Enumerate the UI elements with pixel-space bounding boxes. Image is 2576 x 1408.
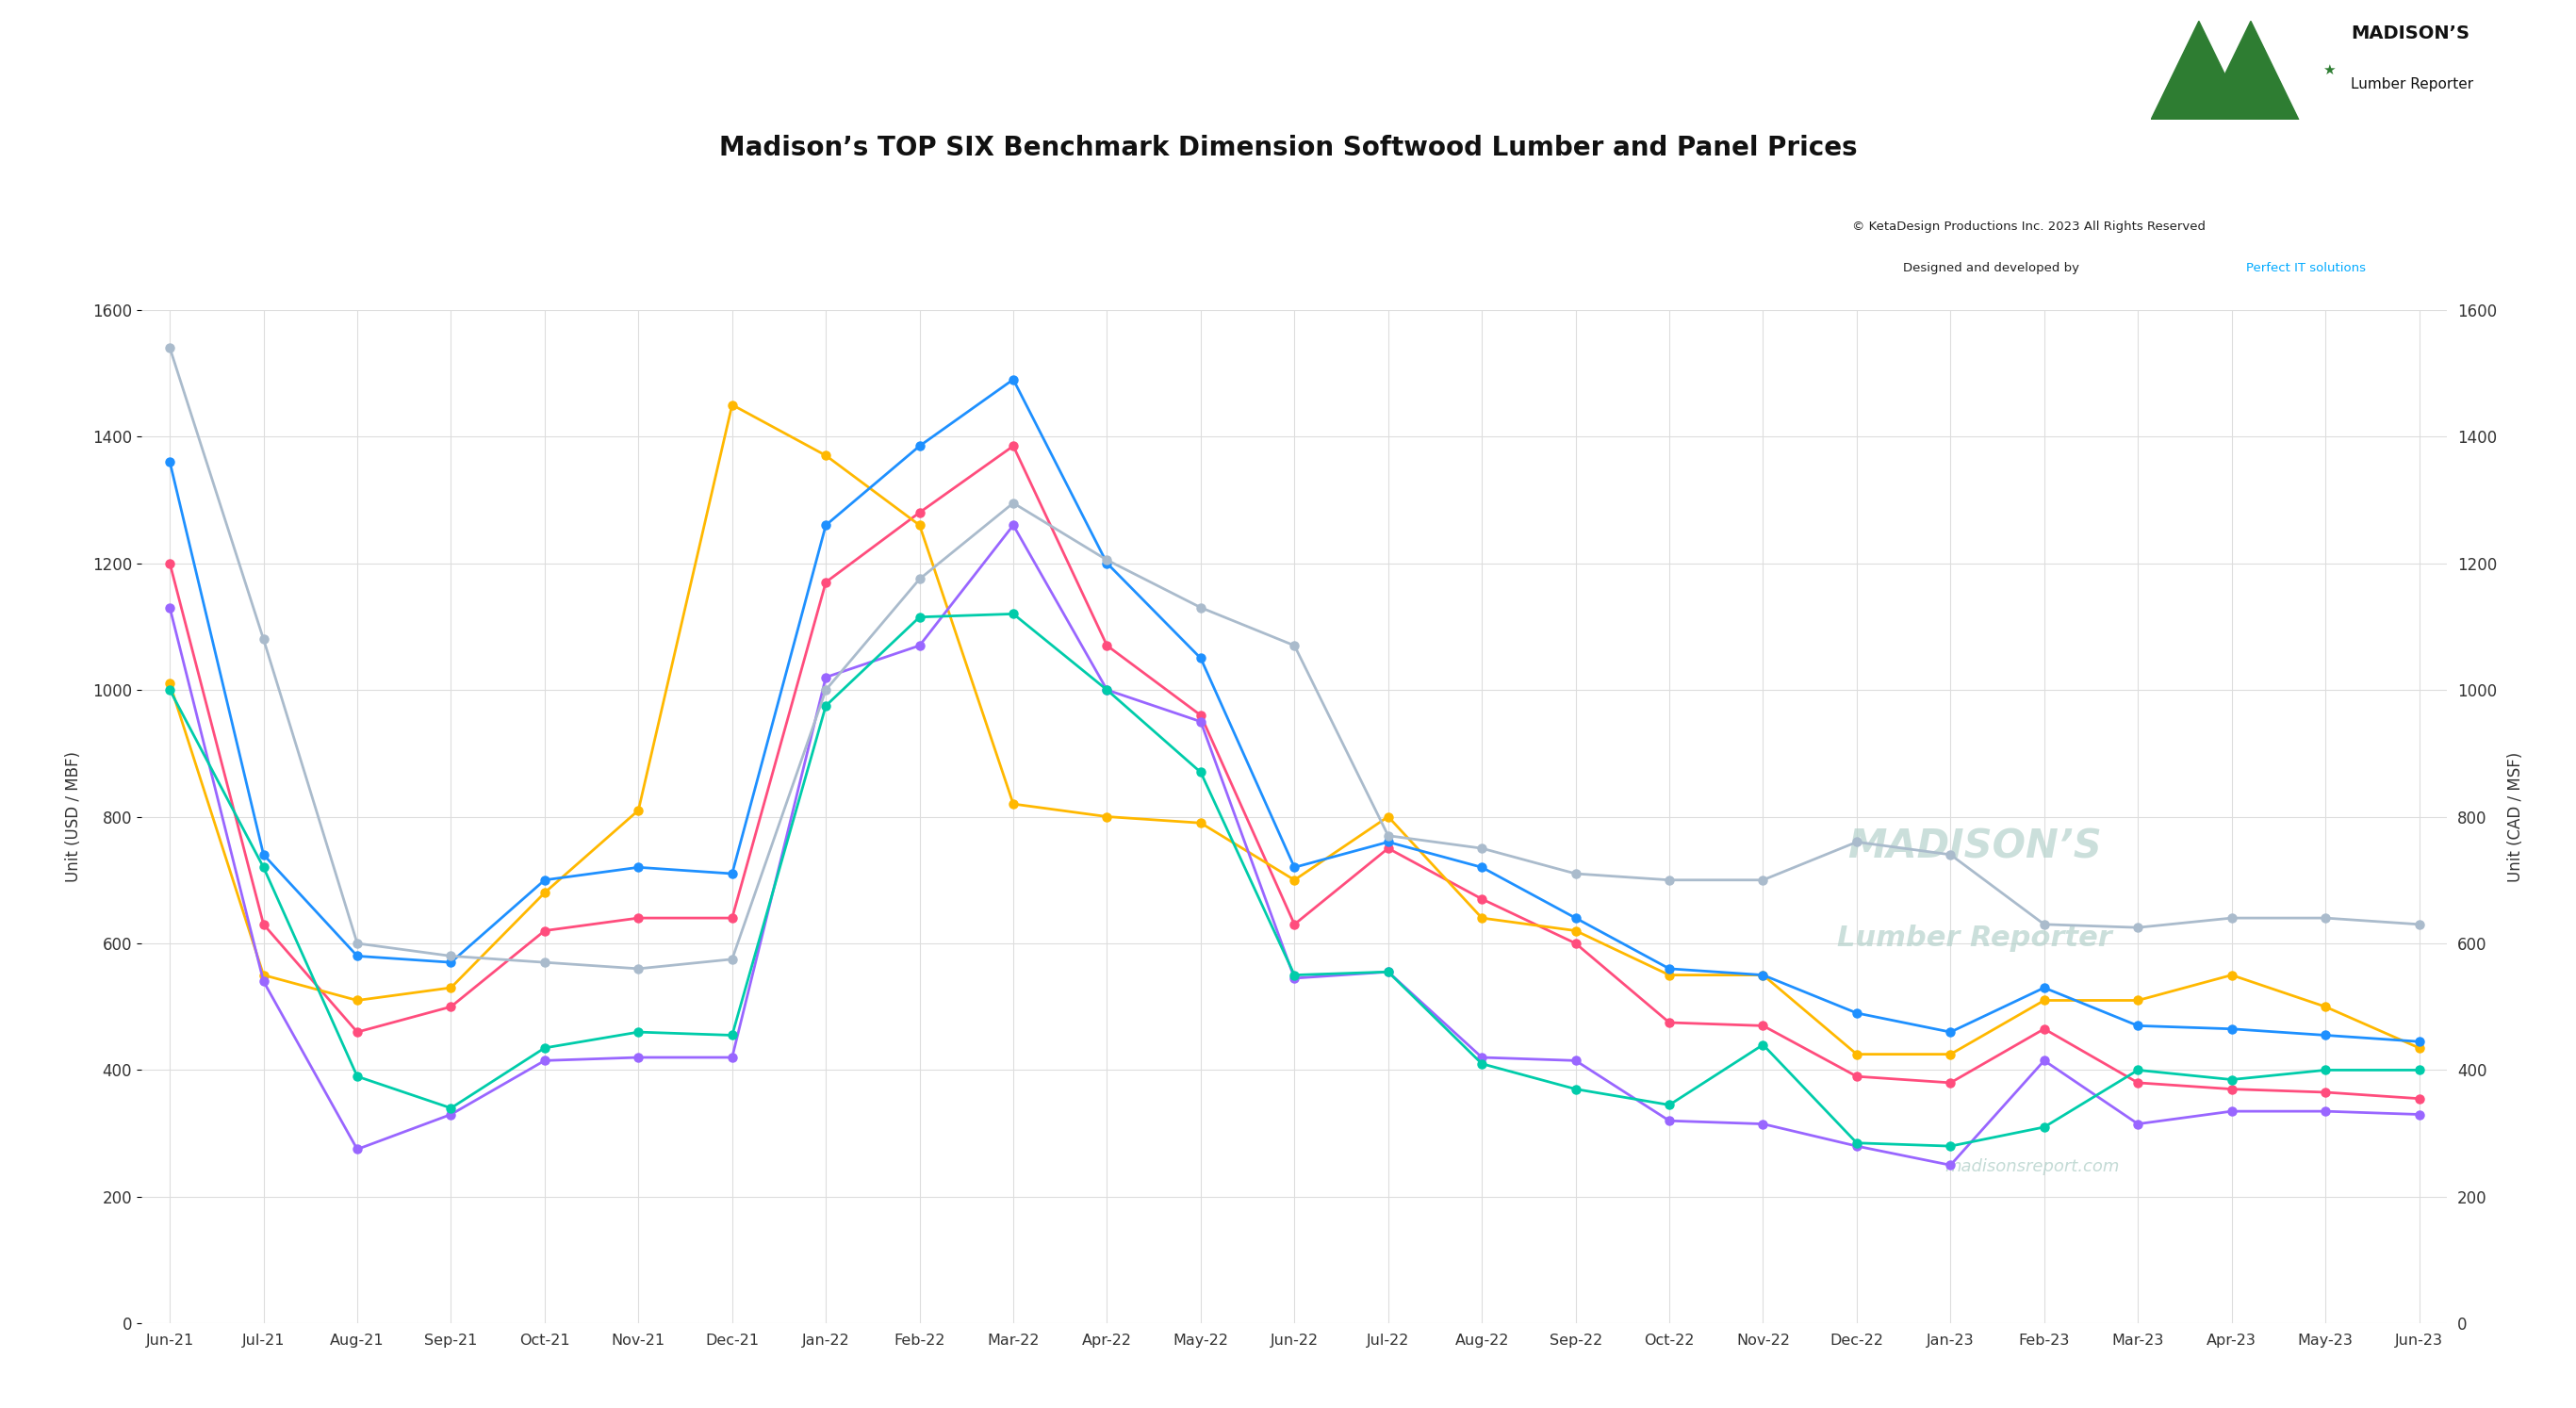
Text: MADISON’S: MADISON’S xyxy=(1847,828,2102,867)
Text: Lumber Reporter: Lumber Reporter xyxy=(1837,925,2112,952)
Text: Lumber Reporter: Lumber Reporter xyxy=(2349,77,2473,92)
Text: © KetaDesign Productions Inc. 2023 All Rights Reserved: © KetaDesign Productions Inc. 2023 All R… xyxy=(1852,220,2205,232)
Text: MADISON’S: MADISON’S xyxy=(2349,25,2470,42)
Text: ★: ★ xyxy=(2324,63,2336,77)
Text: madisonsreport.com: madisonsreport.com xyxy=(1945,1157,2120,1174)
Y-axis label: Unit (USD / MBF): Unit (USD / MBF) xyxy=(64,750,82,883)
Text: Perfect IT solutions: Perfect IT solutions xyxy=(2246,262,2365,275)
Text: June: June xyxy=(57,58,129,86)
Polygon shape xyxy=(2202,21,2298,120)
Y-axis label: Unit (CAD / MSF): Unit (CAD / MSF) xyxy=(2506,752,2524,881)
Text: Madison’s TOP SIX Benchmark Dimension Softwood Lumber and Panel Prices: Madison’s TOP SIX Benchmark Dimension So… xyxy=(719,135,1857,161)
Polygon shape xyxy=(2151,21,2246,120)
Text: 2023: 2023 xyxy=(245,58,327,86)
Text: 2,: 2, xyxy=(188,58,219,86)
Text: Designed and developed by: Designed and developed by xyxy=(1904,262,2084,275)
